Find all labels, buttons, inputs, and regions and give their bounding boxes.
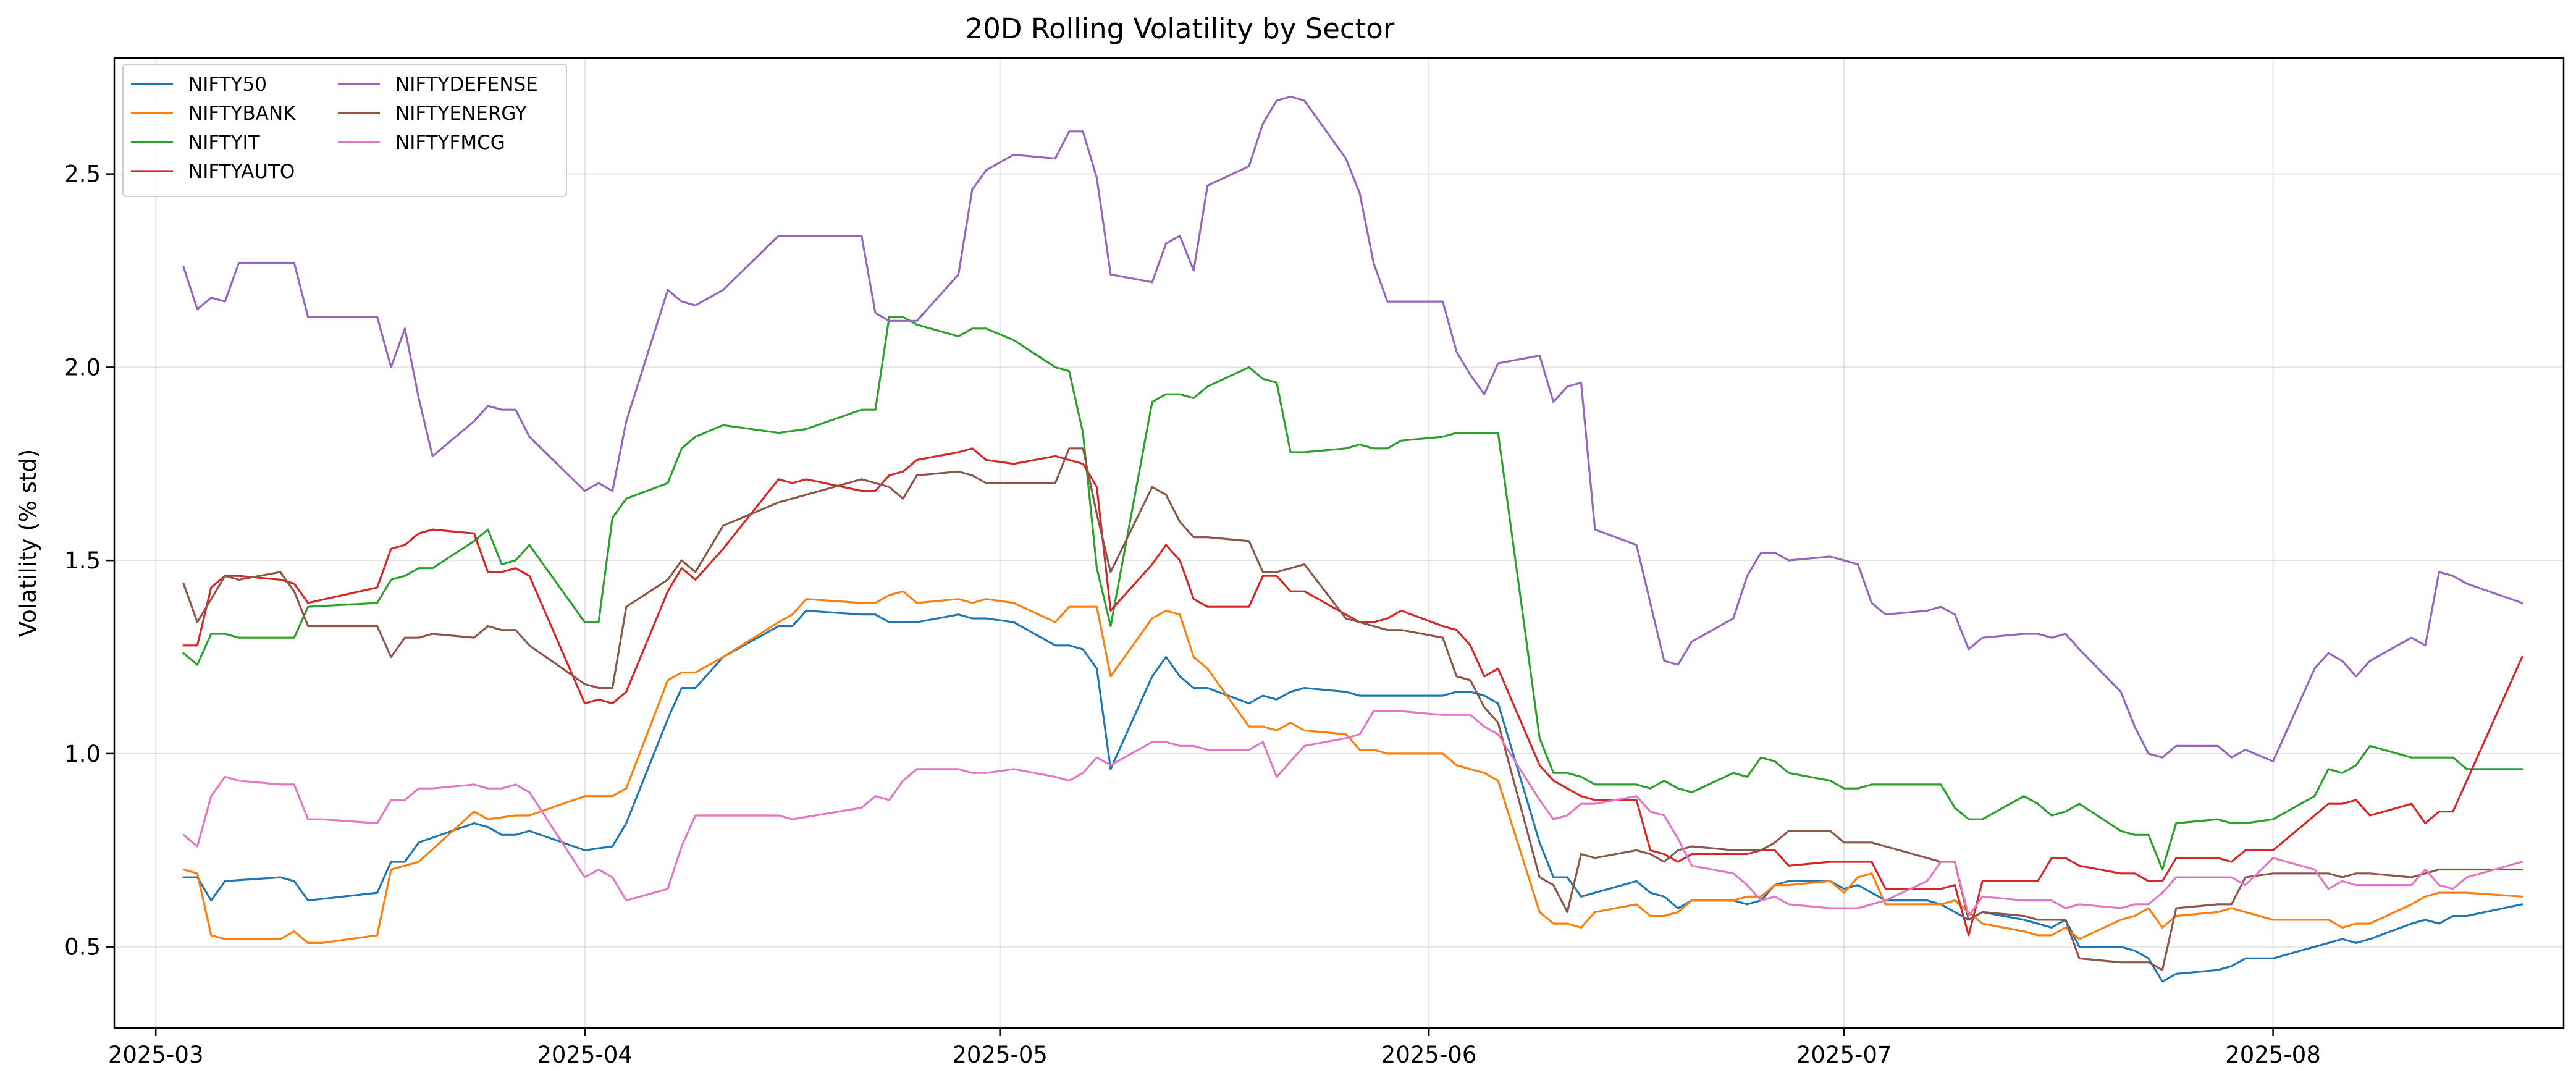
series-line-niftyfmcg xyxy=(182,710,2523,917)
series-line-niftyit xyxy=(182,316,2523,871)
x-tick-label: 2025-08 xyxy=(2225,1042,2321,1068)
series-line-niftybank xyxy=(182,590,2523,944)
x-axis: 2025-03 2025-04 2025-05 2025-06 2025-07 2025-… xyxy=(108,1028,2321,1068)
legend-label: NIFTYIT xyxy=(188,132,261,154)
y-tick-label: 2.0 xyxy=(64,354,101,381)
x-tick-label: 2025-06 xyxy=(1381,1042,1477,1068)
x-tick-label: 2025-07 xyxy=(1796,1042,1892,1068)
legend-label: NIFTYBANK xyxy=(188,103,296,125)
x-tick-label: 2025-05 xyxy=(952,1042,1048,1068)
x-tick-label: 2025-04 xyxy=(537,1042,633,1068)
y-axis-label: Volatility (% std) xyxy=(15,449,41,638)
series-line-niftyenergy xyxy=(182,447,2523,971)
legend-label: NIFTYFMCG xyxy=(395,132,505,154)
legend: NIFTY50 NIFTYBANK NIFTYIT NIFTYAUTO NIFTYDEF… xyxy=(122,64,567,197)
chart-title: 20D Rolling Volatility by Sector xyxy=(966,12,1395,45)
legend-label: NIFTYAUTO xyxy=(188,161,295,183)
legend-label: NIFTYDEFENSE xyxy=(395,74,538,96)
series-line-nifty50 xyxy=(182,609,2523,983)
y-tick-label: 1.0 xyxy=(64,741,101,767)
series-line-niftydefense xyxy=(182,95,2523,762)
y-tick-label: 0.5 xyxy=(64,934,101,961)
legend-label: NIFTYENERGY xyxy=(395,103,527,125)
series-lines xyxy=(182,95,2523,983)
x-tick-label: 2025-03 xyxy=(108,1042,204,1068)
legend-box xyxy=(122,64,567,197)
y-tick-label: 2.5 xyxy=(64,161,101,188)
series-line-niftyauto xyxy=(182,447,2523,937)
y-tick-label: 1.5 xyxy=(64,547,101,574)
y-axis: 0.5 1.0 1.5 2.0 2.5 xyxy=(64,161,114,961)
legend-label: NIFTY50 xyxy=(188,74,267,96)
plot-frame xyxy=(113,57,2565,1029)
